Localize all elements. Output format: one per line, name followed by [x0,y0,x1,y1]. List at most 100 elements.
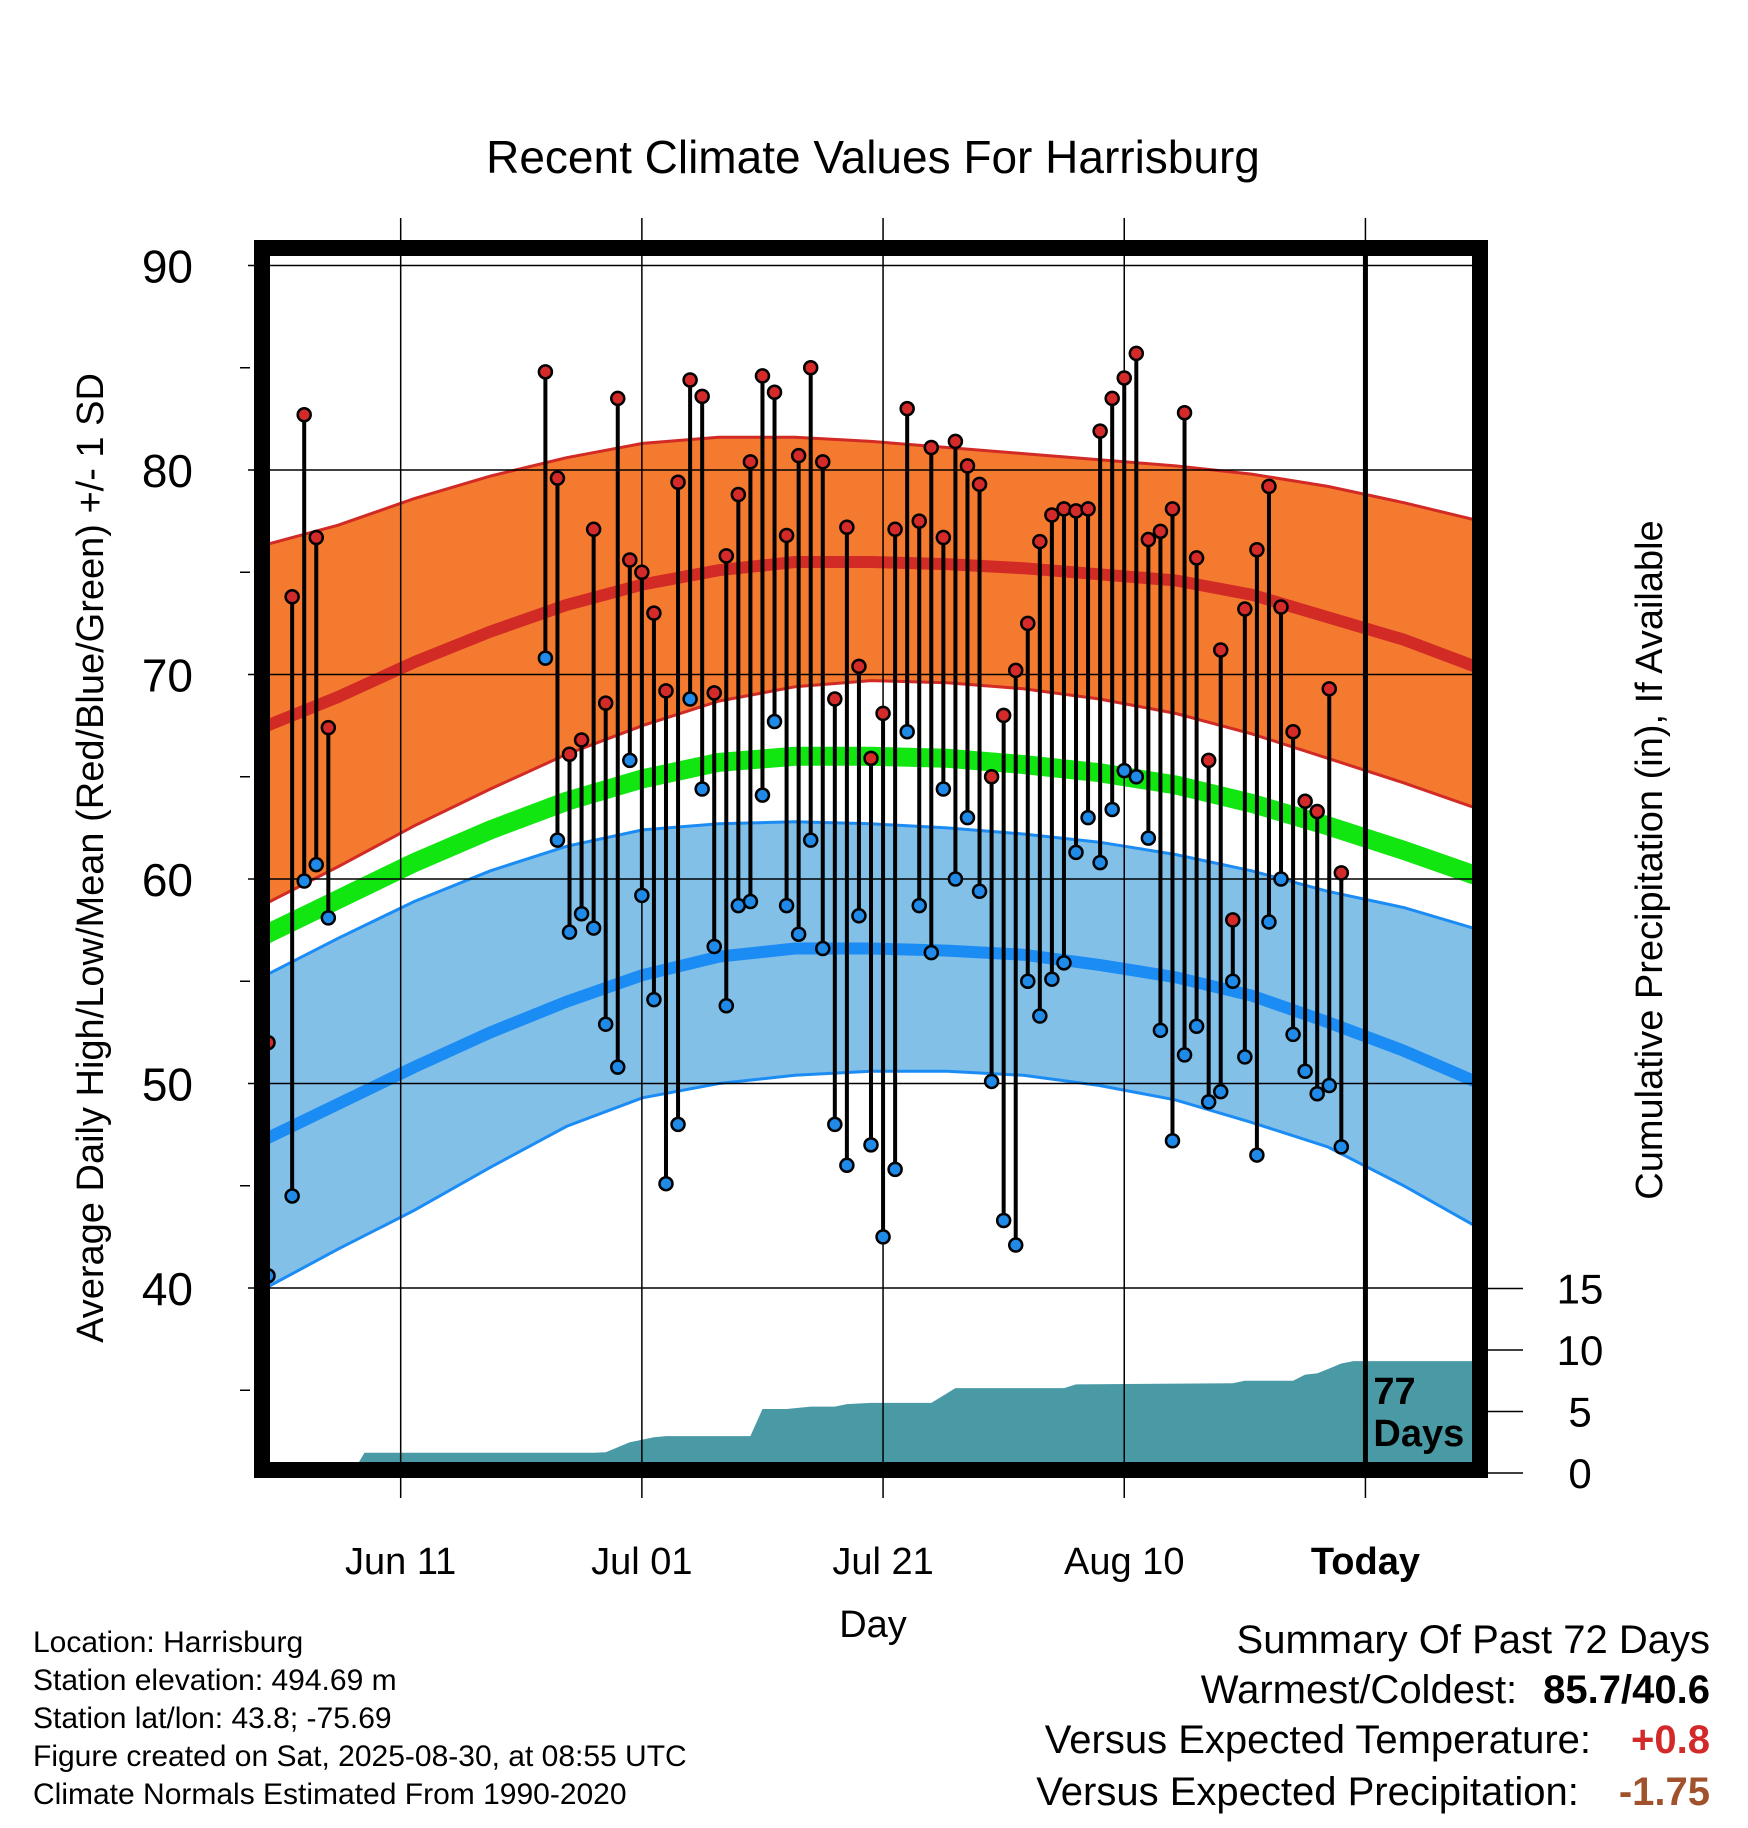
high-point [839,519,855,536]
high-point [1261,478,1277,495]
warm-cold-value: 85.7/40.6 [1543,1668,1710,1712]
info-location: Location: Harrisburg [33,1626,304,1659]
y-tick-label: 90 [142,241,193,293]
high-point [1333,865,1350,881]
low-point [718,998,735,1014]
high-point [1020,615,1036,632]
y2-tick-label: 5 [1568,1389,1591,1436]
low-point [658,1175,674,1192]
high-point [1152,523,1169,540]
low-point [634,887,650,904]
low-point [1321,1077,1338,1094]
high-point [983,769,1000,785]
high-point [1092,423,1108,439]
high-point [947,433,964,450]
high-point [1285,724,1301,740]
low-point [706,938,722,955]
high-point [308,529,325,546]
low-point [1092,854,1108,871]
high-point [1164,501,1181,517]
high-point [935,529,952,546]
summary-warm-cold: Warmest/Coldest: 85.7/40.6 [1201,1668,1710,1713]
low-point [827,1116,843,1133]
low-point [766,713,783,730]
high-point [718,548,735,564]
low-point [1237,1049,1253,1065]
info-elevation: Station elevation: 494.69 m [33,1664,397,1697]
high-point [1297,793,1313,810]
plot-frame [254,240,1488,1478]
high-point [1104,390,1120,407]
y-tick-label: 80 [142,445,193,497]
high-point [284,589,300,605]
high-point [320,719,337,736]
high-point [766,384,783,401]
high-point [1212,642,1229,658]
high-point [911,513,927,529]
low-point [1188,1018,1205,1034]
low-point [646,991,662,1008]
temp-value: +0.8 [1631,1718,1710,1762]
high-point [778,527,795,544]
low-point [899,724,915,740]
low-point [935,781,952,797]
low-point [320,910,337,926]
y-tick-label: 60 [142,854,193,906]
x-tick-label: Jul 01 [591,1541,692,1583]
high-point [597,695,614,711]
low-point [597,1016,614,1032]
low-point [1032,1008,1048,1024]
high-point [1321,681,1338,697]
low-point [995,1212,1012,1229]
low-point [1080,809,1096,826]
low-point [778,897,795,914]
low-point [1333,1139,1350,1155]
temp-label: Versus Expected Temperature: [1044,1718,1592,1762]
x-tick-label: Jul 21 [832,1541,933,1583]
high-point [706,685,722,701]
precip-value: -1.75 [1618,1770,1710,1814]
high-point [875,705,891,722]
high-point [1044,507,1060,523]
low-point [573,906,590,922]
y2-tick-label: 15 [1557,1266,1604,1313]
precip-label: Versus Expected Precipitation: [1036,1770,1579,1814]
high-point [1200,752,1217,769]
low-point [1225,973,1241,989]
high-point [622,552,638,568]
low-point [911,897,927,914]
low-point [308,856,325,873]
y2-tick-label: 10 [1557,1327,1604,1374]
y2-axis-label: Cumulative Precipitation (in), If Availa… [1629,520,1671,1199]
x-tick-label: Today [1311,1541,1420,1583]
summary-precipitation: Versus Expected Precipitation: -1.75 [1036,1770,1710,1815]
low-point [1297,1063,1313,1079]
high-point [1007,662,1024,679]
high-point [1056,501,1072,517]
low-point [670,1116,686,1133]
low-point [863,1137,879,1153]
low-point [875,1229,891,1245]
low-point [851,908,867,924]
low-point [1068,844,1084,861]
high-point [1140,531,1157,548]
high-point [1128,345,1145,362]
low-point [802,832,819,848]
y-axis-label: Average Daily High/Low/Mean (Red/Blue/Gr… [70,373,112,1343]
high-point [851,658,867,675]
info-latlon: Station lat/lon: 43.8; -75.69 [33,1702,392,1735]
high-point [887,521,903,538]
low-point [537,650,554,666]
low-point [1044,971,1060,987]
low-point [682,691,698,707]
low-point [549,832,566,848]
low-point [585,920,602,936]
x-tick-label: Jun 11 [345,1541,456,1583]
high-point [1249,542,1265,558]
x-tick-label: Aug 10 [1064,1541,1184,1583]
low-point [1056,955,1072,971]
high-point [802,360,819,376]
low-point [1128,769,1145,785]
low-point [1020,973,1036,989]
